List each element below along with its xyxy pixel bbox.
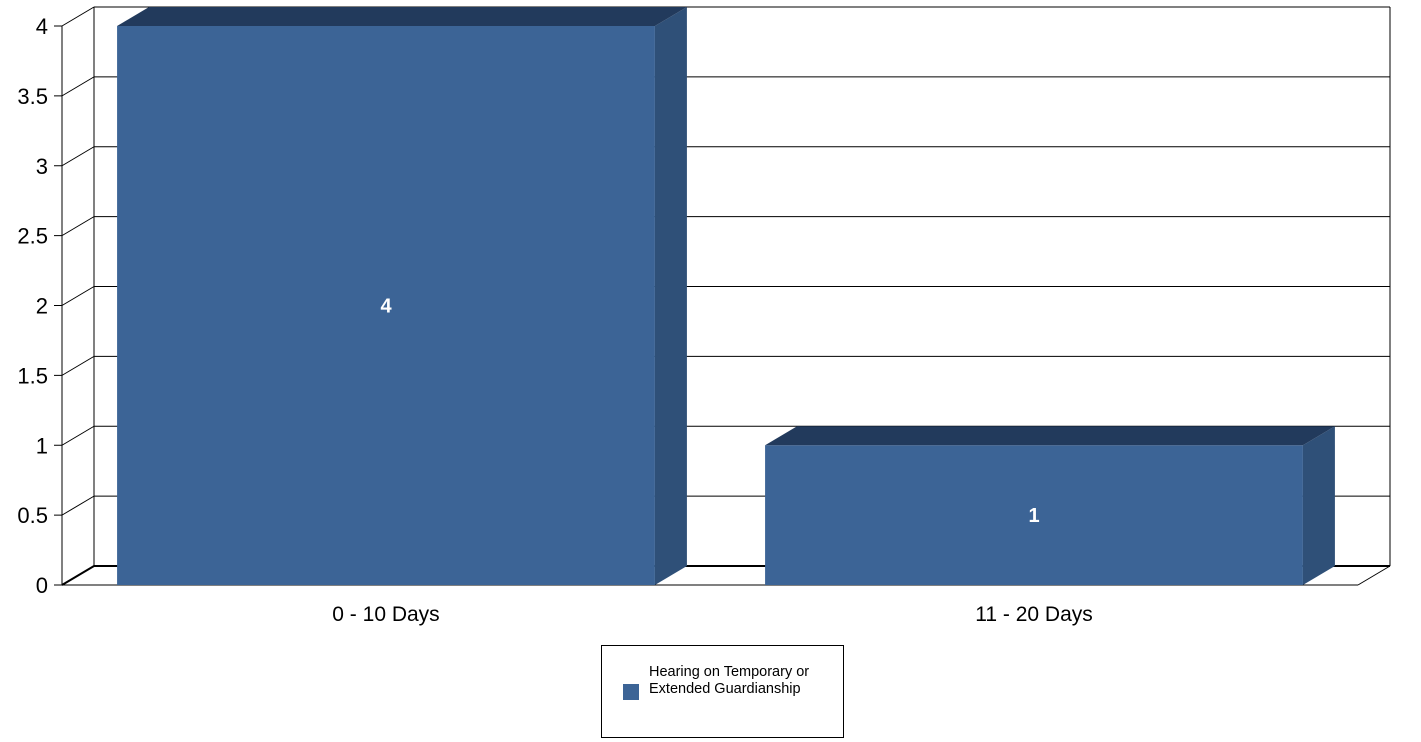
bar-front	[117, 26, 655, 585]
bar-side	[654, 7, 687, 585]
x-tick-label: 11 - 20 Days	[975, 603, 1093, 626]
bar	[117, 7, 687, 585]
floor-left-edge	[61, 565, 95, 586]
data-label: 4	[380, 296, 392, 318]
y-tick-label: 3.5	[17, 84, 48, 109]
y-tick-label: 3	[36, 154, 48, 179]
y-tick-label: 2	[36, 294, 48, 319]
bar-chart: 0 0.5 1 1.5 2 2.5 3 3.5 4 4 0 - 10 Days 1 11 - 20 Da…	[17, 6, 1391, 626]
y-tick-label: 0	[36, 573, 48, 598]
legend-swatch	[623, 684, 639, 700]
wall-gridline	[61, 76, 95, 97]
y-tick-label: 2.5	[17, 224, 48, 249]
wall-gridline	[61, 146, 95, 167]
labels: 0 0.5 1 1.5 2 2.5 3 3.5 4 4 0 - 10 Days 1 11 - 20 Da…	[17, 14, 1092, 626]
legend-label: Hearing on Temporary or Extended Guardia…	[649, 664, 810, 697]
x-tick-label: 0 - 10 Days	[332, 603, 439, 626]
legend: Hearing on Temporary or Extended Guardia…	[601, 645, 844, 738]
wall-gridline	[61, 425, 95, 446]
data-label: 1	[1028, 505, 1039, 527]
wall-gridline	[61, 6, 95, 27]
bar-top	[117, 7, 687, 26]
bar-side	[1302, 426, 1335, 585]
wall-gridline	[61, 286, 95, 306]
wall-gridline	[61, 355, 95, 376]
bars	[117, 7, 1335, 585]
wall-gridline	[61, 495, 95, 516]
y-tick-label: 0.5	[17, 503, 48, 528]
floor-right-edge	[1357, 565, 1391, 586]
bar	[765, 426, 1335, 585]
y-tick-label: 4	[36, 14, 48, 39]
y-tick-label: 1.5	[17, 363, 48, 388]
bar-top	[765, 426, 1335, 446]
y-tick-label: 1	[36, 433, 48, 458]
wall-gridline	[61, 216, 95, 237]
bar-front	[765, 445, 1303, 585]
